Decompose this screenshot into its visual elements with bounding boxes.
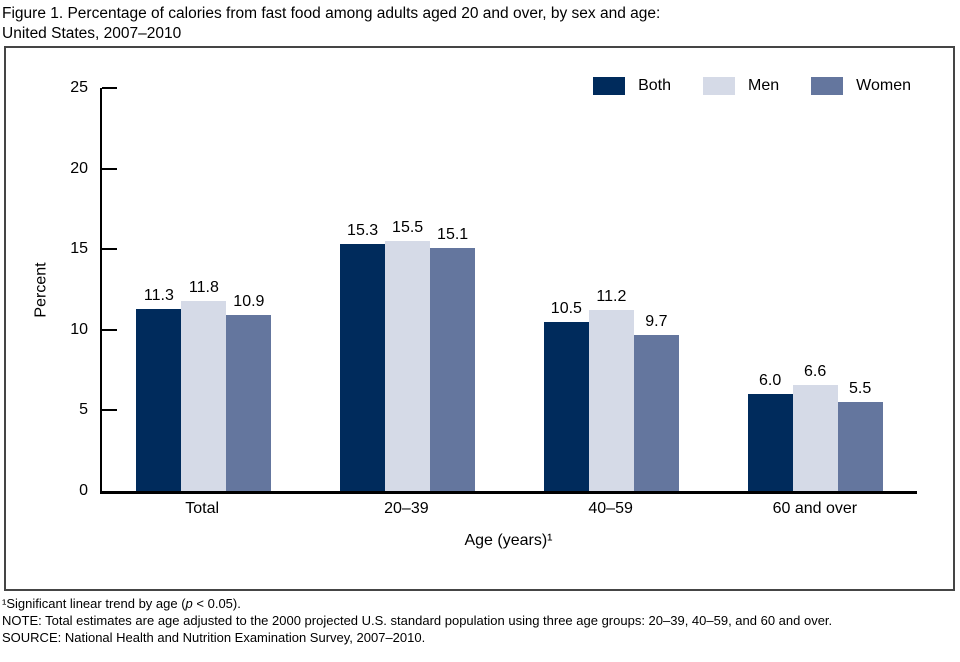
footnote-source: SOURCE: National Health and Nutrition Ex… [2,630,426,645]
x-category-label-1: 20–39 [384,500,429,517]
figure-title-line1: Figure 1. Percentage of calories from fa… [2,5,661,22]
y-tick-label-15: 15 [70,240,88,258]
bar-group-cell-2: 10.5 11.2 9.7 [510,88,714,491]
legend-item-both: Both [593,77,671,95]
legend-swatch-women [811,77,844,95]
y-tick-25 [102,87,117,89]
footnote-note: NOTE: Total estimates are age adjusted t… [2,613,833,628]
bar-group-cell-0: 11.3 11.8 10.9 [102,88,306,491]
bar-item-men-3: 6.6 [792,88,838,491]
bar-group-3: 6.0 6.6 5.5 [747,88,883,491]
y-tick-10 [102,328,117,331]
bar-item-men-0: 11.8 [181,88,227,491]
bar-item-women-1: 15.1 [430,88,476,491]
bar-value-label: 9.7 [645,312,668,330]
legend-item-men: Men [703,77,779,95]
bar-men-1 [385,241,431,491]
x-category-labels: Total 20–39 40–59 60 and over [100,500,917,518]
y-axis-title-wrap: Percent [30,88,54,491]
footnote-significance-pre: ¹Significant linear trend by age ( [2,596,186,611]
legend-item-women: Women [811,77,911,95]
y-tick-label-20: 20 [70,159,88,177]
bar-item-both-3: 6.0 [747,88,793,491]
figure-title: Figure 1. Percentage of calories from fa… [2,4,952,44]
x-category-label-0: Total [185,500,220,517]
bar-value-label: 11.8 [188,278,219,296]
legend-swatch-both [593,77,626,95]
footnote-significance-p: p [185,596,193,611]
bar-both-2 [543,321,589,491]
bar-group-0: 11.3 11.8 10.9 [136,88,272,491]
y-tick-label-25: 25 [70,79,88,96]
plot-area: 11.3 11.8 10.9 15.3 15.5 15.1 10.5 11.2 9.7 6.0 6.… [70,79,917,499]
legend-label-both: Both [638,77,672,94]
bar-item-both-0: 11.3 [136,88,182,491]
bar-item-men-2: 11.2 [588,88,634,491]
y-tick-label-10: 10 [70,320,88,338]
bar-item-women-0: 10.9 [226,88,272,491]
bar-value-label: 6.0 [759,372,782,390]
bar-both-1 [340,244,386,491]
bar-item-men-1: 15.5 [385,88,431,491]
bar-women-0 [226,315,272,491]
bar-item-both-1: 15.3 [340,88,386,491]
y-tick-label-0: 0 [79,482,88,499]
bar-women-3 [837,402,883,491]
bar-men-2 [588,310,634,491]
bar-women-2 [633,334,679,491]
y-axis-title: Percent [33,261,51,318]
bar-group-2: 10.5 11.2 9.7 [543,88,679,491]
legend-label-women: Women [856,77,911,94]
bar-value-label: 15.1 [437,225,469,243]
chart-legend: Both Men Women [593,77,911,95]
x-category-label-3: 60 and over [772,500,858,517]
footnote-significance-post: < 0.05). [192,596,241,611]
bar-group-1: 15.3 15.5 15.1 [340,88,476,491]
x-category-label-2: 40–59 [588,500,633,517]
y-tick-label-5: 5 [79,401,88,419]
y-tick-20 [102,167,117,170]
y-tick-15 [102,248,117,251]
y-tick-5 [102,409,117,412]
legend-swatch-men [703,77,736,95]
bar-item-women-2: 9.7 [633,88,679,491]
bar-value-label: 11.3 [143,286,174,304]
chart-frame: Both Men Women Percent 11.3 11.8 10.9 15.3 15.… [4,46,955,591]
bar-both-0 [136,308,182,491]
bar-men-0 [181,300,227,491]
bar-group-cell-3: 6.0 6.6 5.5 [713,88,917,491]
bar-women-1 [430,247,476,491]
bar-item-both-2: 10.5 [543,88,589,491]
bar-item-women-3: 5.5 [837,88,883,491]
footnotes: ¹Significant linear trend by age (p < 0.… [2,595,958,646]
bar-value-label: 5.5 [849,380,872,398]
legend-label-men: Men [748,77,780,94]
bar-value-label: 10.9 [233,293,265,311]
bar-value-label: 15.3 [347,222,379,240]
bar-value-label: 10.5 [550,299,582,317]
bar-both-3 [747,394,793,491]
bar-groups: 11.3 11.8 10.9 15.3 15.5 15.1 10.5 11.2 9.7 6.0 6.… [102,88,917,491]
bar-value-label: 15.5 [392,219,424,237]
bar-value-label: 11.2 [596,288,627,306]
x-axis-title: Age (years)¹ [464,532,553,549]
bar-group-cell-1: 15.3 15.5 15.1 [306,88,510,491]
bar-men-3 [792,384,838,491]
footnote-significance: ¹Significant linear trend by age (p < 0.… [2,595,958,612]
figure-title-line2: United States, 2007–2010 [2,25,182,42]
bar-value-label: 6.6 [804,362,827,380]
